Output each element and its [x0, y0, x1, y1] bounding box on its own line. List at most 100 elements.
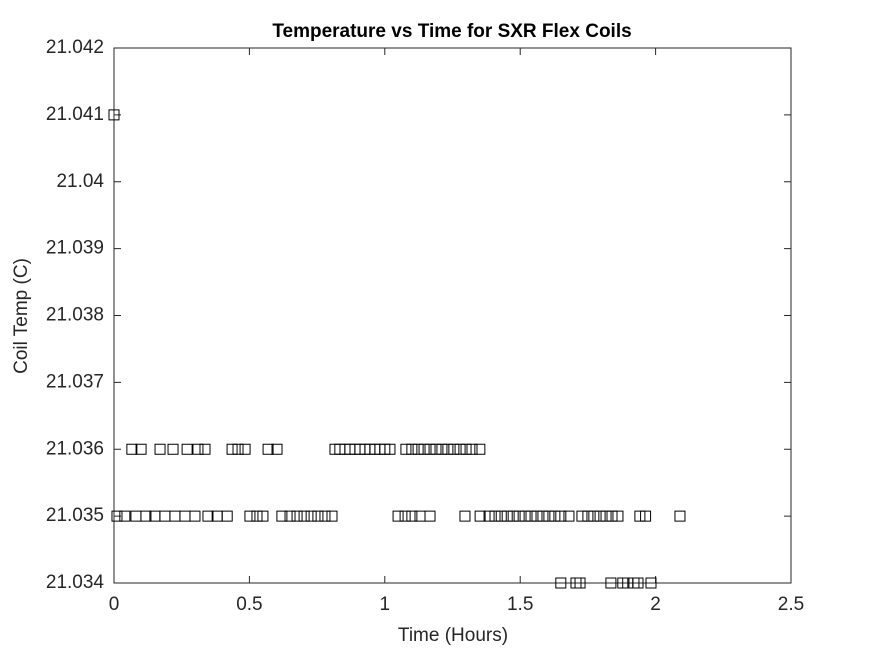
point [436, 443, 448, 455]
point [501, 510, 513, 522]
point [612, 510, 624, 522]
x-tick-label: 0.5 [236, 594, 262, 615]
point [574, 577, 586, 589]
point [442, 443, 454, 455]
point [140, 510, 152, 522]
point [284, 510, 296, 522]
x-tick-label: 1.5 [507, 594, 533, 615]
point [384, 443, 396, 455]
point [555, 510, 567, 522]
point [202, 510, 214, 522]
x-tick-label: 1 [380, 594, 391, 615]
x-tick-label: 0 [109, 594, 120, 615]
point [154, 443, 166, 455]
y-tick-label: 21.042 [46, 37, 104, 58]
point [291, 510, 303, 522]
y-axis-label: Coil Temp (C) [11, 258, 32, 374]
point [226, 443, 238, 455]
point [634, 510, 646, 522]
point [563, 510, 575, 522]
point [600, 510, 612, 522]
point [262, 443, 274, 455]
point [466, 443, 478, 455]
point [406, 510, 418, 522]
point [412, 443, 424, 455]
y-tick-label: 21.037 [46, 371, 104, 392]
point [108, 109, 120, 121]
point [549, 510, 561, 522]
point [189, 510, 201, 522]
x-axis-label: Time (Hours) [398, 625, 508, 646]
point [424, 443, 436, 455]
point [525, 510, 537, 522]
y-tick-label: 21.041 [46, 104, 104, 125]
point [474, 510, 486, 522]
point [424, 510, 436, 522]
point [483, 510, 495, 522]
point [640, 510, 652, 522]
point [232, 443, 244, 455]
point [588, 510, 600, 522]
point [319, 510, 331, 522]
point [239, 443, 251, 455]
point [537, 510, 549, 522]
point [221, 510, 233, 522]
point [111, 510, 123, 522]
point [519, 510, 531, 522]
y-tick-label: 21.039 [46, 238, 104, 259]
point [460, 443, 472, 455]
point [459, 510, 471, 522]
point [119, 510, 131, 522]
point [605, 577, 617, 589]
point [543, 510, 555, 522]
point [594, 510, 606, 522]
point [645, 577, 657, 589]
point [606, 510, 618, 522]
point [181, 443, 193, 455]
point [167, 443, 179, 455]
y-tick-label: 21.035 [46, 505, 104, 526]
chart-title: Temperature vs Time for SXR Flex Coils [272, 21, 631, 42]
point [135, 443, 147, 455]
point [400, 443, 412, 455]
point [582, 510, 594, 522]
point [251, 510, 263, 522]
point [406, 443, 418, 455]
point [674, 510, 686, 522]
point [454, 443, 466, 455]
point [489, 510, 501, 522]
y-tick-label: 21.034 [46, 572, 105, 593]
point [531, 510, 543, 522]
point [430, 443, 442, 455]
point [399, 510, 411, 522]
point [192, 443, 204, 455]
point [276, 510, 288, 522]
point [474, 443, 486, 455]
point [244, 510, 256, 522]
point [632, 577, 644, 589]
point [555, 577, 567, 589]
point [312, 510, 324, 522]
point [392, 510, 404, 522]
point [495, 510, 507, 522]
y-tick-label: 21.038 [46, 305, 104, 326]
x-tick-label: 2 [650, 594, 661, 615]
point [126, 443, 138, 455]
point [199, 443, 211, 455]
point [513, 510, 525, 522]
point [257, 510, 269, 522]
point [418, 443, 430, 455]
point [298, 510, 310, 522]
point [448, 443, 460, 455]
point [305, 510, 317, 522]
x-tick-label: 2.5 [778, 594, 804, 615]
point [326, 510, 338, 522]
point [507, 510, 519, 522]
point [576, 510, 588, 522]
y-tick-label: 21.04 [56, 171, 104, 192]
y-tick-label: 21.036 [46, 438, 104, 459]
point [271, 443, 283, 455]
